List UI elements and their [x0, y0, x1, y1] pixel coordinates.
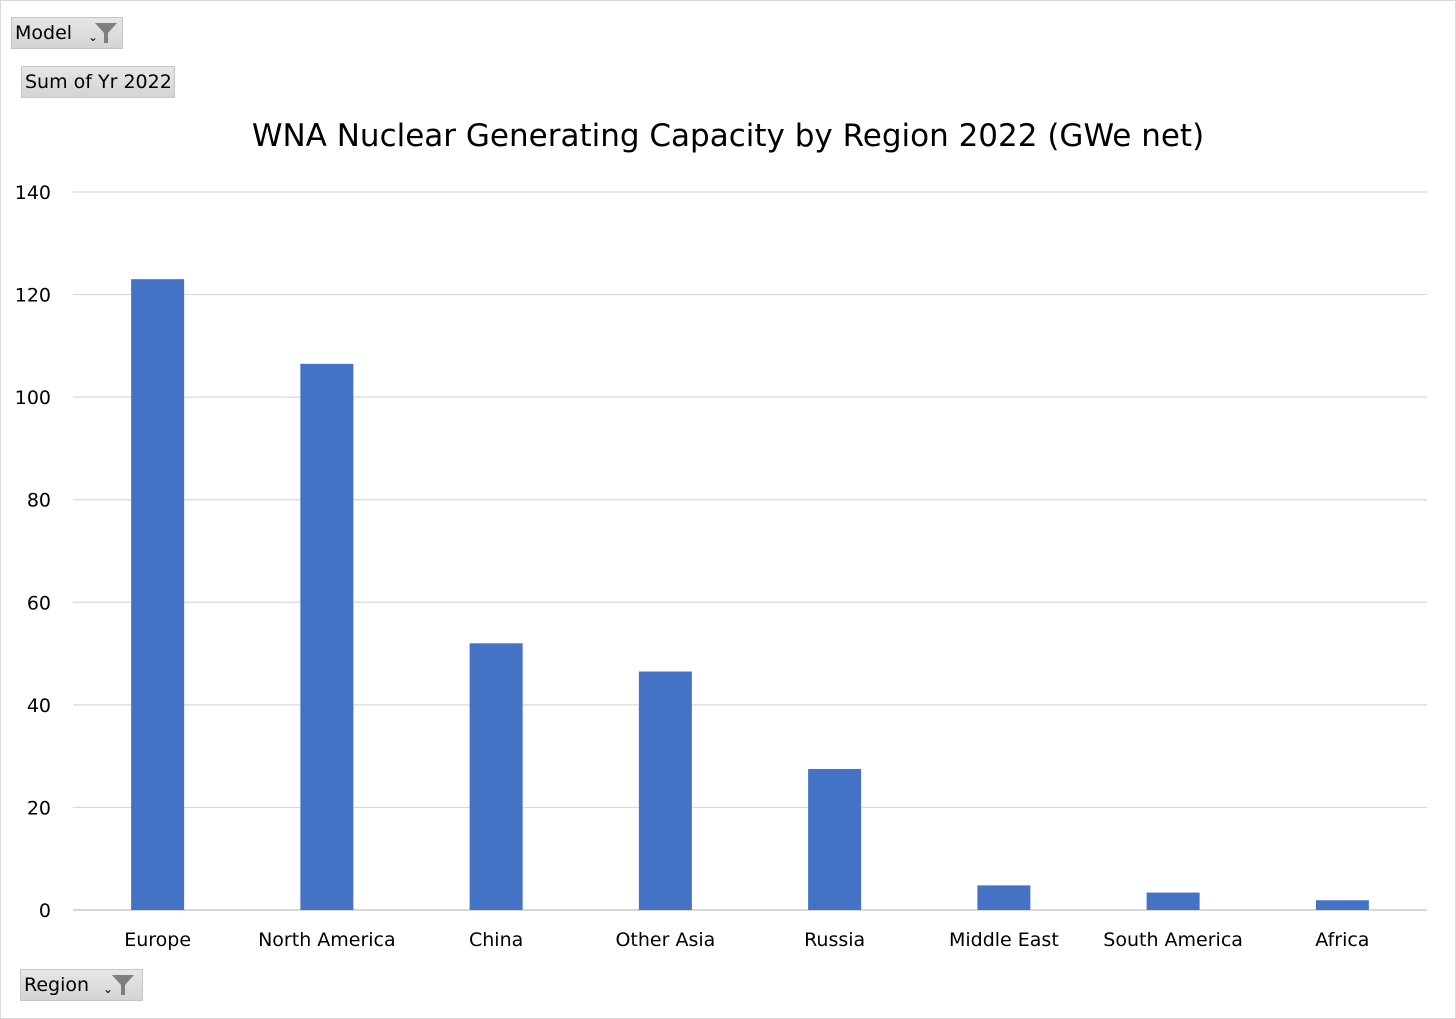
model-filter-button[interactable]: Model ⌄ [11, 17, 123, 49]
y-tick-label: 100 [15, 387, 51, 409]
bar [808, 768, 862, 910]
x-tick-label: Middle East [949, 929, 1059, 951]
x-tick-label: Africa [1315, 929, 1369, 951]
y-tick-label: 40 [27, 695, 51, 717]
x-tick-label: North America [258, 929, 396, 951]
dropdown-arrow-icon: ⌄ [88, 30, 99, 44]
y-tick-label: 140 [15, 182, 51, 204]
bar [131, 279, 185, 911]
y-tick-label: 0 [39, 900, 51, 922]
bar [1315, 900, 1369, 910]
bar [1146, 892, 1200, 910]
y-tick-label: 20 [27, 797, 51, 819]
x-tick-label: Europe [124, 929, 191, 951]
bar [469, 643, 523, 910]
region-filter-label: Region [24, 974, 90, 996]
y-tick-label: 80 [27, 490, 51, 512]
x-tick-label: Other Asia [615, 929, 715, 951]
x-tick-label: Russia [804, 929, 865, 951]
filter-funnel-icon [112, 975, 134, 995]
values-field-label: Sum of Yr 2022 [25, 71, 172, 93]
bar [977, 885, 1031, 910]
dropdown-arrow-icon: ⌄ [103, 982, 114, 996]
y-tick-label: 120 [15, 285, 51, 307]
y-tick-label: 60 [27, 592, 51, 614]
x-tick-label: China [469, 929, 523, 951]
values-field-button[interactable]: Sum of Yr 2022 [21, 66, 175, 98]
chart-title: WNA Nuclear Generating Capacity by Regio… [251, 118, 1205, 154]
bar [300, 363, 354, 910]
model-filter-label: Model [15, 22, 73, 44]
filter-funnel-icon [95, 23, 117, 43]
region-filter-button[interactable]: Region ⌄ [20, 969, 143, 1001]
bar [638, 671, 692, 910]
x-tick-label: South America [1103, 929, 1243, 951]
